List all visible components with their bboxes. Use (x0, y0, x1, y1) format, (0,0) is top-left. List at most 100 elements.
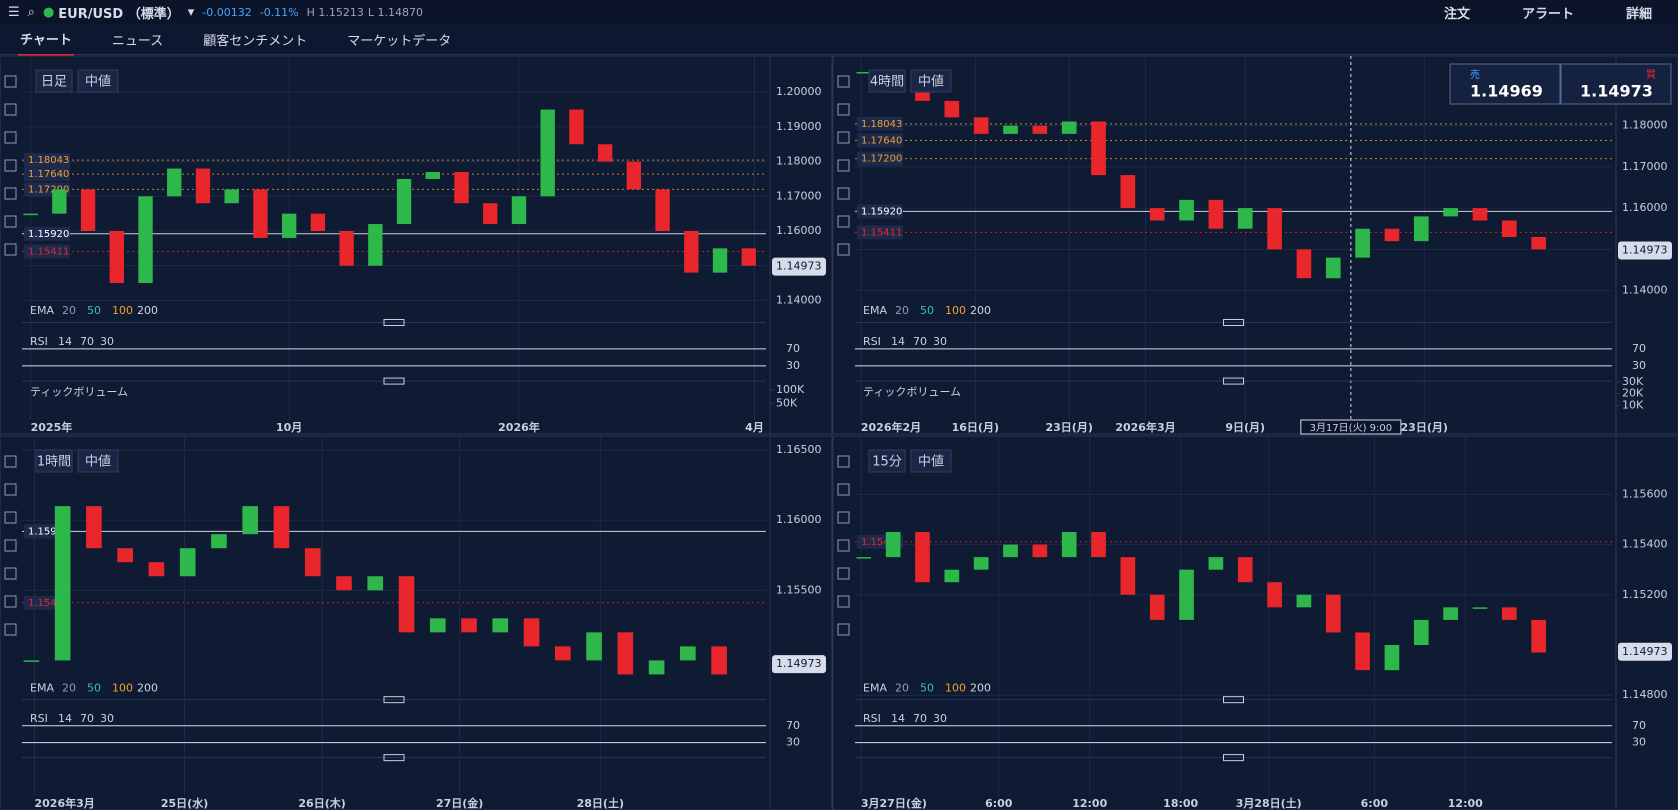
badge[interactable] (910, 69, 952, 93)
tool-icon[interactable] (4, 159, 17, 172)
tool-icon[interactable] (837, 623, 850, 636)
panel (832, 55, 1678, 435)
tool-icon[interactable] (837, 75, 850, 88)
badge[interactable] (35, 449, 73, 473)
menu-item[interactable]: アラート (1521, 6, 1574, 22)
pane-handle[interactable] (383, 696, 405, 704)
candle (1325, 257, 1341, 279)
candle (339, 231, 354, 266)
candle (454, 172, 469, 204)
candle (310, 213, 326, 232)
badge[interactable] (77, 69, 119, 93)
badge[interactable] (910, 449, 952, 473)
volume-tick-label: 100K (776, 383, 805, 396)
y-tick-label: 1.14000 (1622, 284, 1668, 297)
candle (253, 189, 268, 238)
pane-handle[interactable] (1223, 318, 1244, 326)
tool-icon[interactable] (4, 539, 17, 552)
ema-period: 100 (945, 304, 966, 317)
tab[interactable]: ニュース (111, 33, 164, 49)
pane-handle[interactable] (1223, 754, 1244, 762)
buy-box[interactable] (1560, 63, 1672, 105)
tool-icon[interactable] (837, 187, 850, 200)
x-tick-label: 18:00 (1163, 797, 1198, 810)
level-label-bg (24, 153, 70, 168)
pane-handle[interactable] (383, 377, 405, 385)
menu-item[interactable]: 詳細 (1625, 6, 1652, 22)
pane-handle[interactable] (383, 318, 405, 326)
tool-icon[interactable] (4, 455, 17, 468)
menu-item[interactable]: 注文 (1443, 6, 1470, 22)
tool-icon[interactable] (4, 187, 17, 200)
candle (1237, 557, 1253, 583)
dropdown[interactable]: ▾ (187, 4, 195, 20)
candle (597, 144, 613, 162)
candle (1443, 208, 1458, 217)
tool-icon[interactable] (4, 483, 17, 496)
badge[interactable] (868, 69, 906, 93)
level-label-bg (24, 167, 70, 182)
rsi-tick-label: 30 (1632, 359, 1646, 372)
volume-tick-label: 20K (1622, 387, 1644, 400)
candle (1501, 607, 1517, 620)
tool-icon[interactable] (4, 623, 17, 636)
candle (281, 213, 297, 238)
tab[interactable]: マーケットデータ (347, 33, 452, 49)
y-tick-label: 1.18000 (1622, 119, 1668, 132)
level-label-bg (857, 133, 903, 148)
search-icon[interactable]: ⌕ (27, 4, 35, 20)
candle (1355, 228, 1370, 258)
x-tick-label: 2025年 (31, 420, 73, 434)
tool-icon[interactable] (837, 483, 850, 496)
tool-icon[interactable] (4, 567, 17, 580)
badge[interactable] (77, 449, 119, 473)
level-label: 1.18043 (861, 119, 902, 130)
tool-icon[interactable] (4, 103, 17, 116)
tool-icon[interactable] (4, 75, 17, 88)
pane-handle[interactable] (1223, 377, 1244, 385)
menu-icon[interactable]: ☰ (8, 4, 20, 20)
tab[interactable]: チャート (18, 23, 74, 56)
level-label: 1.17640 (861, 135, 902, 146)
candle (1384, 645, 1400, 671)
tool-icon[interactable] (837, 539, 850, 552)
tool-icon[interactable] (4, 511, 17, 524)
tool-icon[interactable] (837, 511, 850, 524)
tool-icon[interactable] (837, 131, 850, 144)
candle (684, 231, 699, 273)
sell-box[interactable] (1449, 63, 1561, 105)
candle (1296, 594, 1312, 608)
tool-icon[interactable] (837, 159, 850, 172)
panel (832, 435, 1678, 810)
ema-period: 100 (112, 681, 133, 694)
candle (1120, 557, 1136, 595)
timeframe: 15分 (872, 455, 902, 470)
tool-icon[interactable] (837, 595, 850, 608)
tool-icon[interactable] (4, 243, 17, 256)
candle (425, 172, 440, 179)
badge[interactable] (868, 449, 906, 473)
tool-icon[interactable] (4, 595, 17, 608)
ema-period: 50 (920, 304, 934, 317)
tool-icon[interactable] (837, 567, 850, 580)
level-label-bg (24, 244, 70, 259)
symbol[interactable]: EUR/USD （標準） (58, 6, 180, 22)
candle (885, 532, 901, 558)
tool-icon[interactable] (837, 215, 850, 228)
candle (1472, 208, 1488, 221)
rsi-tick-label: 70 (1632, 342, 1646, 355)
tab[interactable]: 顧客センチメント (203, 33, 308, 49)
pane-handle[interactable] (383, 754, 405, 762)
level-label-bg (857, 116, 903, 131)
tool-icon[interactable] (837, 103, 850, 116)
level-label: 1.15411 (861, 537, 902, 548)
tool-icon[interactable] (4, 131, 17, 144)
tool-icon[interactable] (837, 243, 850, 256)
level-label: 1.15920 (28, 526, 69, 537)
tool-icon[interactable] (4, 215, 17, 228)
x-tick-label: 9日(月) (1225, 421, 1265, 434)
tool-icon[interactable] (837, 455, 850, 468)
ema-period: 50 (920, 681, 934, 694)
badge[interactable] (35, 69, 73, 93)
pane-handle[interactable] (1223, 696, 1244, 704)
